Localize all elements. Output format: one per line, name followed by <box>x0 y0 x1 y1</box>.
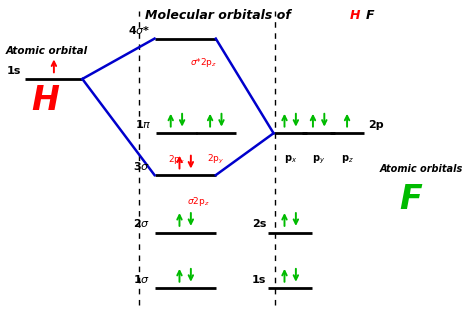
Text: H: H <box>349 9 360 22</box>
Text: p$_z$: p$_z$ <box>341 153 354 165</box>
Text: $\sigma$2p$_z$: $\sigma$2p$_z$ <box>187 195 210 208</box>
Text: p$_y$: p$_y$ <box>312 153 325 166</box>
Text: Molecular orbitals of: Molecular orbitals of <box>145 9 295 22</box>
Text: 2p: 2p <box>368 120 383 130</box>
Text: 1s: 1s <box>7 66 21 76</box>
Text: 4$\sigma$*: 4$\sigma$* <box>128 23 150 35</box>
Text: F: F <box>366 9 374 22</box>
Text: 1$\pi$: 1$\pi$ <box>135 118 152 130</box>
Text: 2s: 2s <box>252 219 266 229</box>
Text: 2$\sigma$: 2$\sigma$ <box>133 218 150 229</box>
Text: H: H <box>31 84 59 117</box>
Text: 1$\sigma$: 1$\sigma$ <box>133 273 150 285</box>
Text: 2p$_x$: 2p$_x$ <box>168 153 185 167</box>
Text: Atomic orbital: Atomic orbital <box>6 46 88 56</box>
Text: 2p$_y$: 2p$_y$ <box>207 153 225 167</box>
Text: 1s: 1s <box>252 275 266 285</box>
Text: 3$\sigma$: 3$\sigma$ <box>133 160 150 172</box>
Text: F: F <box>399 183 422 216</box>
Text: Atomic orbitals: Atomic orbitals <box>380 164 463 174</box>
Text: $\sigma$*2p$_z$: $\sigma$*2p$_z$ <box>190 56 217 69</box>
Text: p$_x$: p$_x$ <box>283 153 297 165</box>
